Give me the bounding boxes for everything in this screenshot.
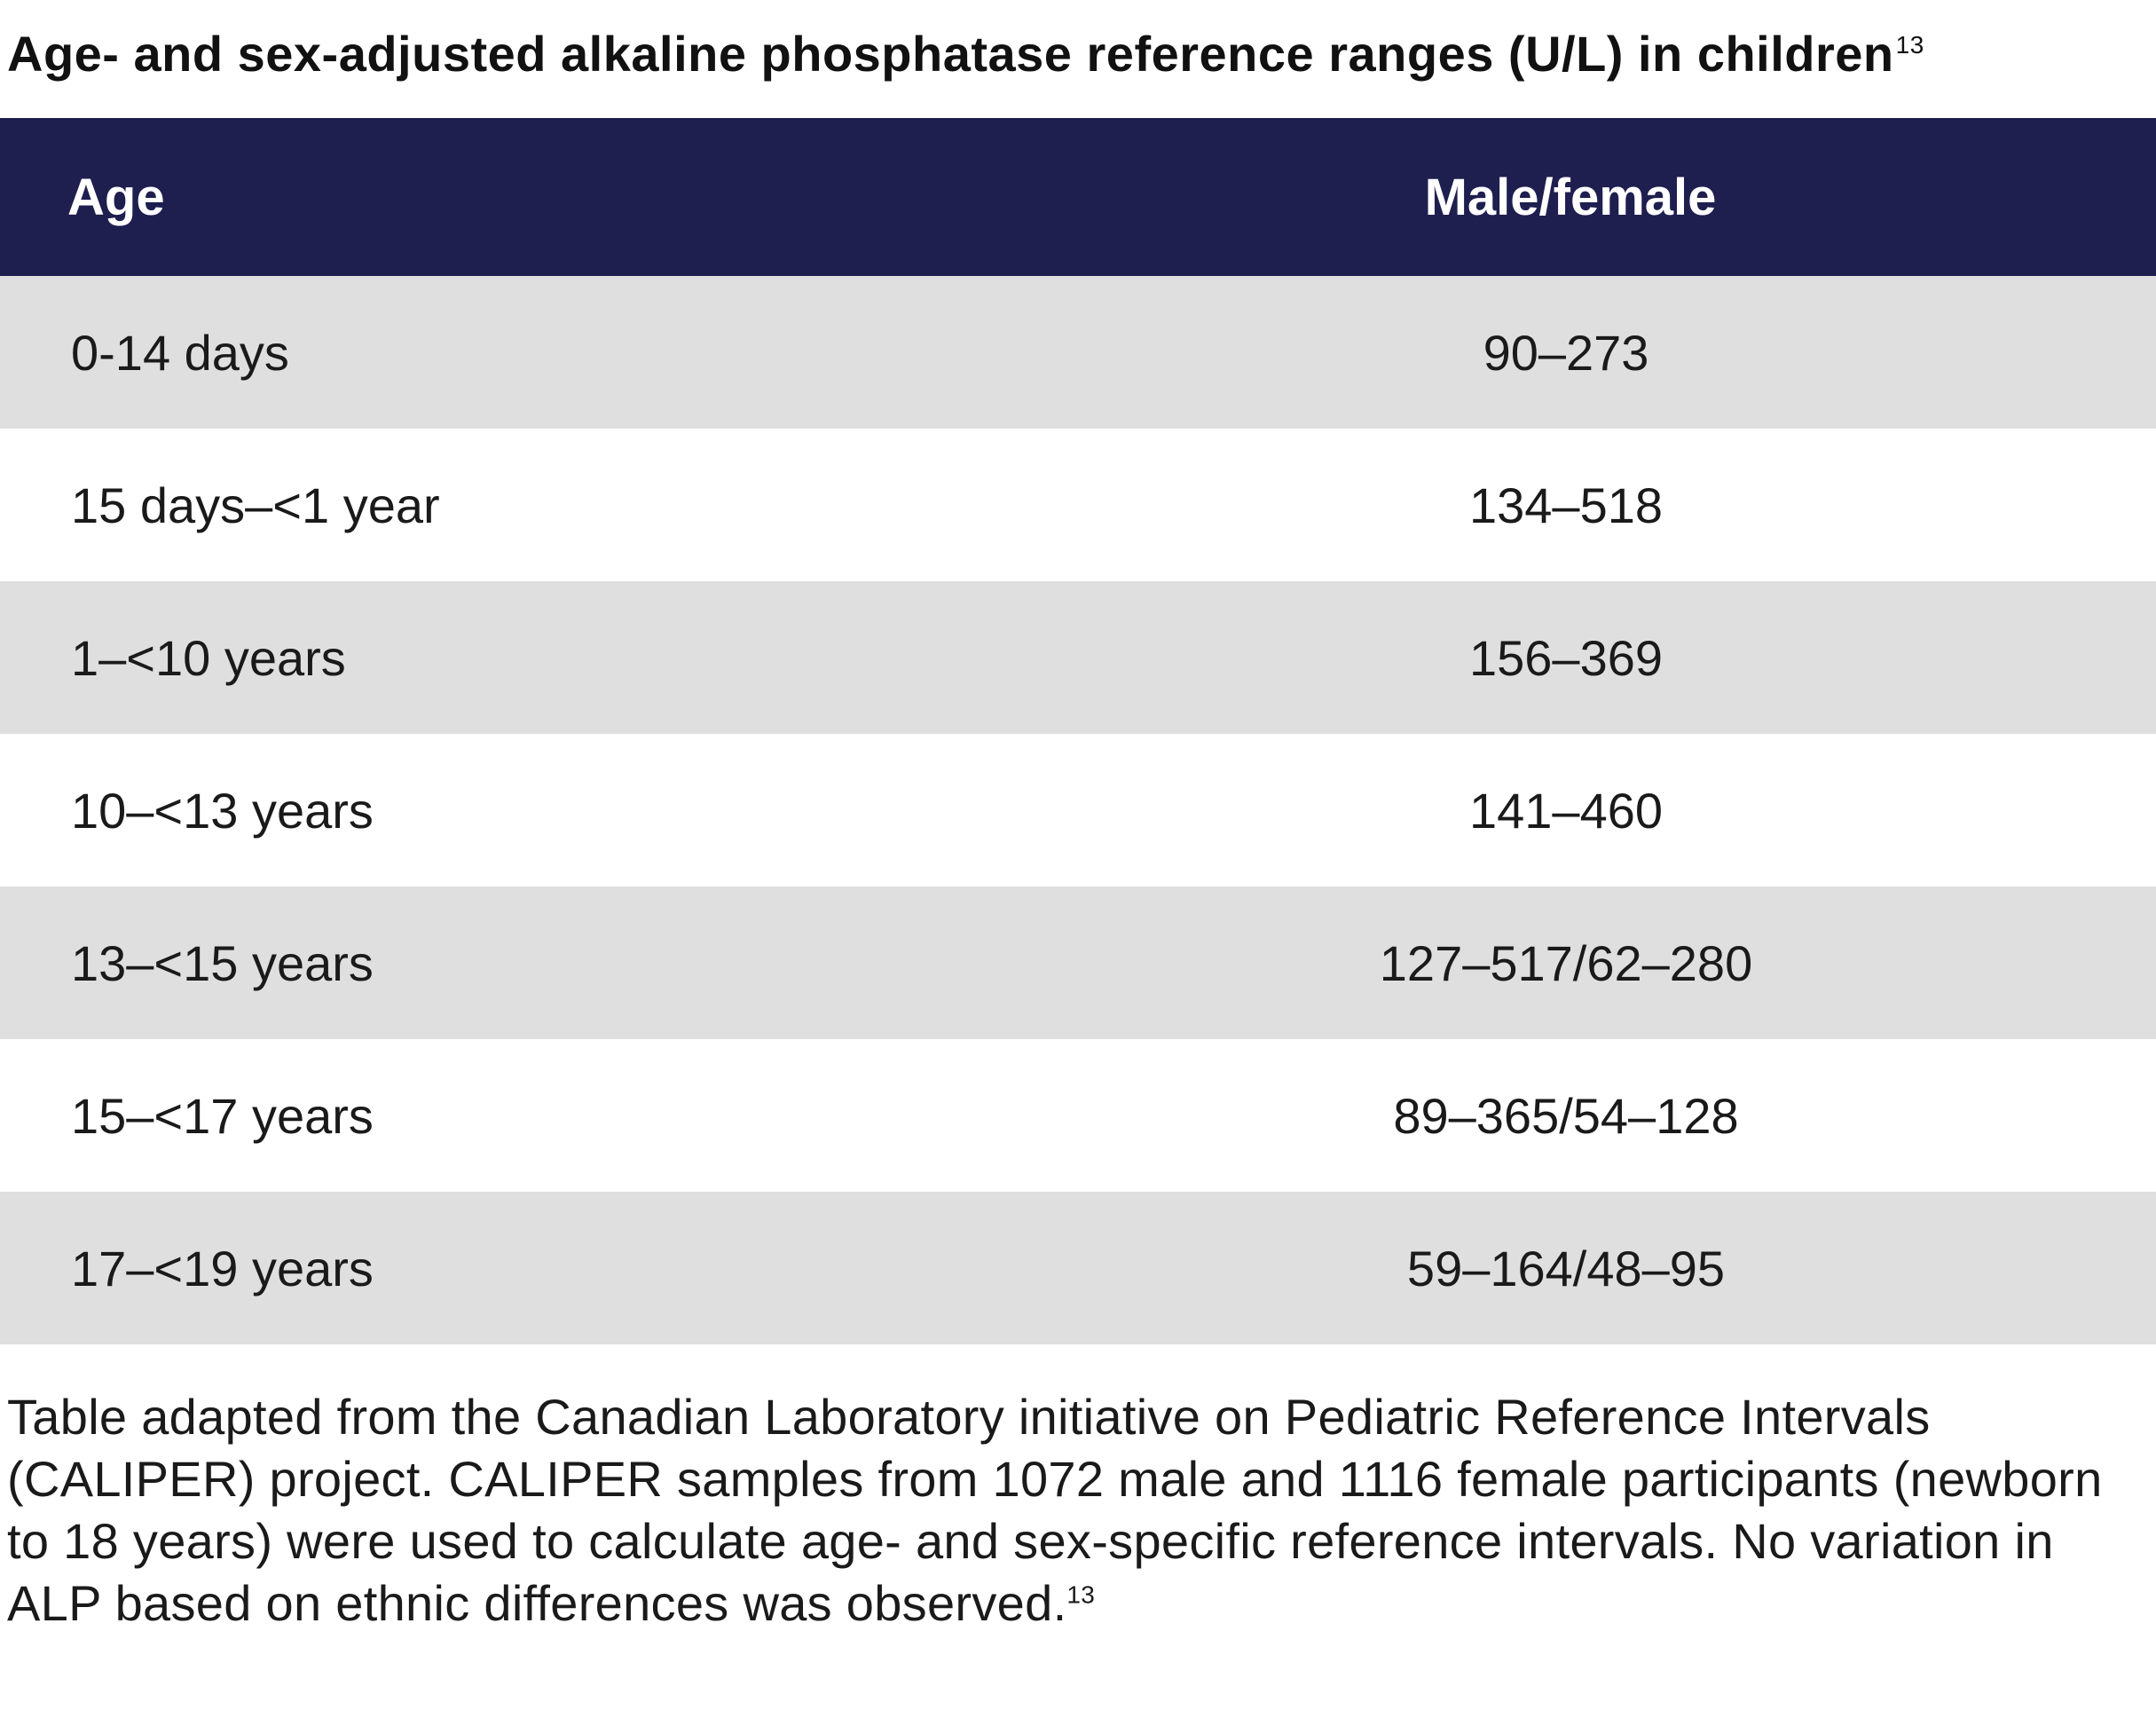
- table-row: 1–<10 years 156–369: [0, 581, 2156, 734]
- table-row: 0-14 days 90–273: [0, 276, 2156, 429]
- table-row: 15–<17 years 89–365/54–128: [0, 1039, 2156, 1192]
- table-row: 13–<15 years 127–517/62–280: [0, 887, 2156, 1039]
- age-cell: 13–<15 years: [71, 934, 374, 991]
- age-cell: 10–<13 years: [71, 782, 374, 839]
- table-title: Age- and sex-adjusted alkaline phosphata…: [7, 25, 1924, 83]
- age-column-header: Age: [67, 168, 165, 226]
- range-cell: 59–164/48–95: [1406, 1240, 1726, 1296]
- range-cell: 127–517/62–280: [1379, 934, 1753, 991]
- age-cell: 0-14 days: [71, 324, 289, 381]
- range-cell: 141–460: [1468, 782, 1663, 839]
- reference-range-table: Age Male/female 0-14 days 90–273 15 days…: [0, 118, 2156, 1344]
- table-footnote: Table adapted from the Canadian Laborato…: [7, 1386, 2145, 1635]
- table-header-row: Age Male/female: [0, 118, 2156, 276]
- range-cell: 90–273: [1483, 324, 1649, 381]
- age-cell: 1–<10 years: [71, 629, 346, 686]
- table-row: 15 days–<1 year 134–518: [0, 429, 2156, 581]
- range-cell: 89–365/54–128: [1393, 1087, 1739, 1144]
- footnote-reference: 13: [1066, 1580, 1096, 1609]
- footnote-text: Table adapted from the Canadian Laborato…: [7, 1389, 2103, 1631]
- age-cell: 17–<19 years: [71, 1240, 374, 1296]
- title-reference: 13: [1895, 31, 1924, 59]
- table-row: 17–<19 years 59–164/48–95: [0, 1192, 2156, 1344]
- male-female-column-header: Male/female: [1424, 168, 1717, 226]
- table-header: Age Male/female: [0, 118, 2156, 276]
- range-cell: 134–518: [1468, 477, 1663, 533]
- age-cell: 15 days–<1 year: [71, 477, 440, 533]
- table-title-text: Age- and sex-adjusted alkaline phosphata…: [7, 26, 1894, 82]
- table-row: 10–<13 years 141–460: [0, 734, 2156, 887]
- age-cell: 15–<17 years: [71, 1087, 374, 1144]
- range-cell: 156–369: [1468, 629, 1663, 686]
- table-body: 0-14 days 90–273 15 days–<1 year 134–518…: [0, 276, 2156, 1344]
